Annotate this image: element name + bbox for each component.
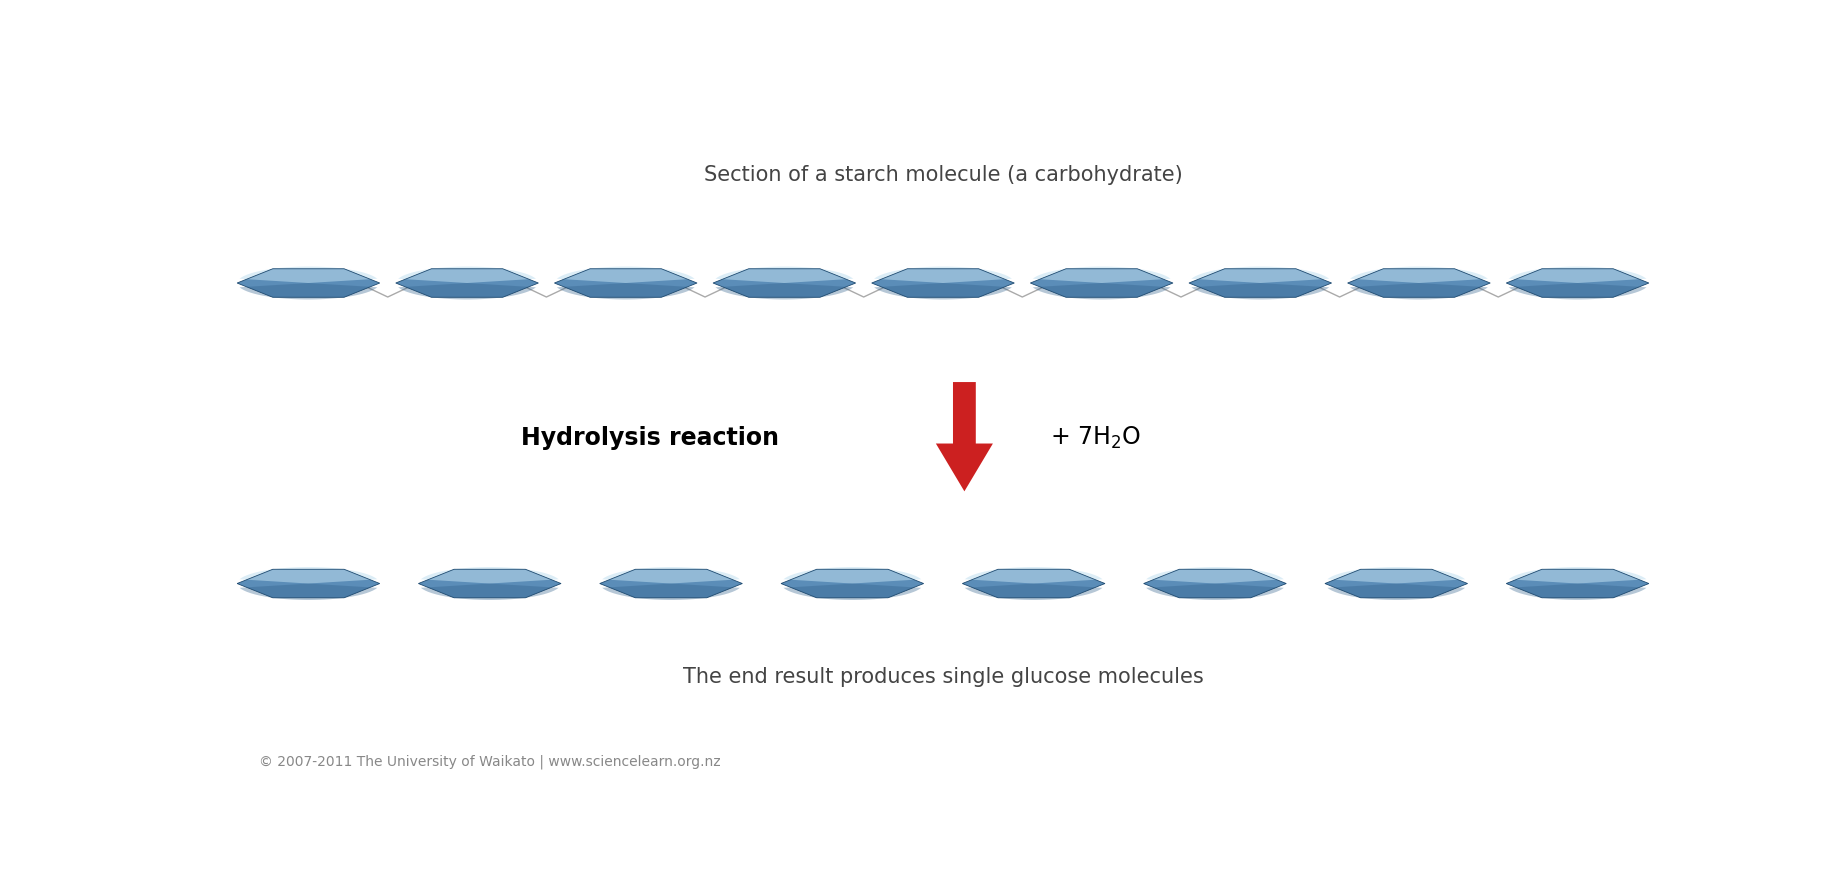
Text: The end result produces single glucose molecules: The end result produces single glucose m… [682,666,1203,686]
Text: $\mathregular{+ \ 7H_2O}$: $\mathregular{+ \ 7H_2O}$ [1050,424,1140,450]
Polygon shape [964,584,1102,601]
Polygon shape [1350,284,1488,300]
Polygon shape [397,268,535,284]
Polygon shape [601,567,739,584]
Polygon shape [874,284,1011,300]
Polygon shape [421,567,559,584]
Polygon shape [237,269,379,298]
Text: © 2007-2011 The University of Waikato | www.sciencelearn.org.nz: © 2007-2011 The University of Waikato | … [257,754,719,768]
Polygon shape [1324,570,1468,598]
Polygon shape [557,268,693,284]
Polygon shape [1030,269,1171,298]
Polygon shape [1350,268,1488,284]
Polygon shape [1346,269,1490,298]
Text: Section of a starch molecule (a carbohydrate): Section of a starch molecule (a carbohyd… [702,165,1182,184]
Polygon shape [714,269,855,298]
Polygon shape [1146,567,1284,584]
Polygon shape [936,383,993,492]
Polygon shape [239,284,377,300]
Polygon shape [1508,284,1646,300]
Polygon shape [239,584,377,601]
Polygon shape [964,567,1102,584]
Text: Hydrolysis reaction: Hydrolysis reaction [520,425,778,449]
Polygon shape [557,284,693,300]
Polygon shape [1032,268,1170,284]
Polygon shape [874,268,1011,284]
Polygon shape [1192,268,1328,284]
Polygon shape [1506,269,1648,298]
Polygon shape [600,570,741,598]
Polygon shape [1192,284,1328,300]
Polygon shape [1508,584,1646,601]
Polygon shape [1032,284,1170,300]
Polygon shape [417,570,561,598]
Polygon shape [1146,584,1284,601]
Polygon shape [783,584,921,601]
Polygon shape [1188,269,1331,298]
Polygon shape [397,284,535,300]
Polygon shape [554,269,697,298]
Polygon shape [1326,567,1464,584]
Polygon shape [872,269,1013,298]
Polygon shape [1144,570,1285,598]
Polygon shape [395,269,539,298]
Polygon shape [783,567,921,584]
Polygon shape [237,570,379,598]
Polygon shape [1508,567,1646,584]
Polygon shape [1508,268,1646,284]
Polygon shape [715,268,853,284]
Polygon shape [1326,584,1464,601]
Polygon shape [780,570,923,598]
Polygon shape [239,567,377,584]
Polygon shape [421,584,559,601]
Polygon shape [601,584,739,601]
Polygon shape [962,570,1105,598]
Polygon shape [1506,570,1648,598]
Polygon shape [715,284,853,300]
Polygon shape [239,268,377,284]
